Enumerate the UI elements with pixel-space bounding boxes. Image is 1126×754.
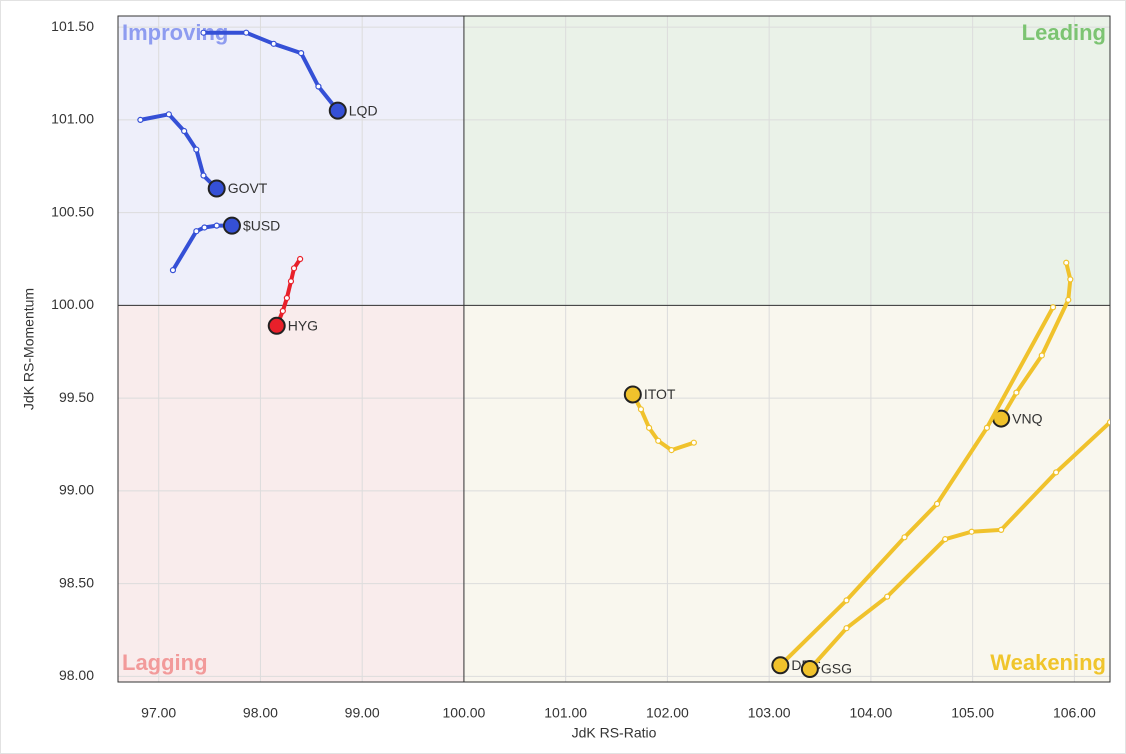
tail-point: [200, 172, 207, 179]
series-label: GOVT: [228, 180, 268, 196]
tail-point: [933, 500, 941, 508]
x-tick-label: 101.00: [544, 705, 587, 721]
head-point: [222, 216, 241, 235]
x-tick-label: 105.00: [951, 705, 994, 721]
tail-point: [169, 267, 177, 274]
tail-point: [968, 528, 975, 535]
series-label: ITOT: [644, 386, 676, 402]
tail-point: [901, 534, 908, 541]
series-label: LQD: [349, 102, 378, 118]
tail-point: [213, 222, 220, 229]
x-tick-label: 97.00: [141, 705, 176, 721]
tail-point: [942, 536, 949, 543]
tail-point: [884, 593, 891, 600]
tail-point: [1049, 304, 1057, 311]
tail-point: [843, 597, 850, 604]
quadrant: [463, 305, 1110, 682]
y-tick-label: 100.50: [51, 203, 94, 219]
tail-line: [808, 420, 1110, 671]
tail-point: [1013, 389, 1020, 396]
tail-point: [283, 294, 290, 302]
series-label: HYG: [288, 318, 318, 334]
x-tick-label: 104.00: [849, 705, 892, 721]
y-tick-label: 99.00: [59, 482, 94, 498]
y-axis-label: JdK RS-Momentum: [21, 288, 37, 410]
quadrant-label: Lagging: [122, 650, 208, 675]
quadrant-label: Leading: [1022, 20, 1106, 45]
tail-point: [181, 127, 188, 135]
x-tick-label: 99.00: [345, 705, 380, 721]
tail-point: [646, 424, 653, 431]
quadrant: [463, 16, 1110, 306]
y-tick-label: 98.00: [59, 667, 94, 683]
tail-point: [668, 447, 675, 454]
tail-point: [1038, 352, 1045, 359]
tail-point: [287, 278, 295, 285]
x-tick-label: 98.00: [243, 705, 278, 721]
x-tick-label: 102.00: [646, 705, 689, 721]
tail-point: [290, 265, 298, 272]
x-tick-label: 103.00: [748, 705, 791, 721]
y-tick-label: 98.50: [59, 574, 94, 590]
tail-point: [297, 255, 304, 263]
tail-point: [165, 111, 172, 118]
tail-point: [1063, 259, 1070, 266]
head-point: [267, 316, 286, 335]
tail-point: [1106, 419, 1110, 426]
tail-point: [1067, 276, 1074, 283]
quadrant: [118, 16, 464, 306]
head-point: [207, 179, 226, 198]
tail-point: [1065, 296, 1072, 303]
head-point: [800, 660, 819, 679]
tail-point: [201, 224, 208, 231]
tail-point: [137, 116, 144, 123]
quadrant-label: Weakening: [990, 650, 1106, 675]
tail-point: [1052, 469, 1060, 476]
head-point: [623, 385, 642, 404]
y-tick-label: 101.50: [51, 18, 94, 34]
series-label: $USD: [243, 217, 280, 233]
plot-border: [117, 15, 1111, 683]
tail-point: [983, 424, 990, 431]
tail-point: [690, 439, 697, 446]
x-axis-label: JdK RS-Ratio: [572, 725, 657, 741]
tail-point: [243, 29, 250, 36]
y-tick-label: 101.00: [51, 111, 94, 127]
tail-line: [778, 306, 1055, 667]
tail-point: [193, 228, 200, 235]
tail-point: [843, 625, 850, 632]
tail-point: [193, 146, 200, 153]
series-label: GSG: [821, 661, 852, 677]
tail-point: [200, 29, 207, 36]
x-tick-label: 100.00: [443, 705, 486, 721]
y-tick-label: 100.00: [51, 296, 94, 312]
tail-point: [270, 40, 277, 47]
tail-point: [637, 406, 645, 413]
quadrant: [118, 305, 464, 682]
x-tick-label: 106.00: [1053, 705, 1096, 721]
head-point: [771, 656, 790, 675]
series-label: VNQ: [1012, 410, 1042, 426]
tail-line: [203, 30, 340, 112]
tail-point: [998, 526, 1005, 533]
y-tick-label: 99.50: [59, 389, 94, 405]
tail-point: [298, 50, 305, 57]
tail-point: [279, 307, 286, 315]
tail-point: [315, 83, 322, 90]
tail-point: [655, 437, 662, 444]
head-point: [328, 101, 347, 120]
